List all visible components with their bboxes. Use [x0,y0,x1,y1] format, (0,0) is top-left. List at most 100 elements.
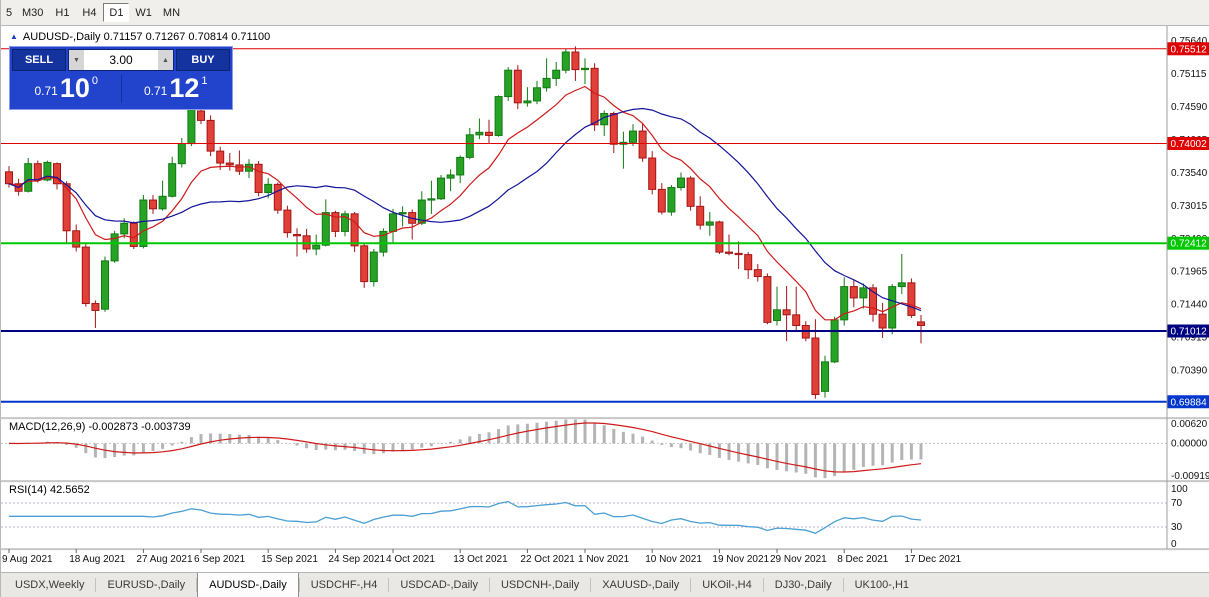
trade-panel-prices: 0.71 10 0 0.71 12 1 [12,71,230,107]
tab-separator [762,578,764,592]
date-axis[interactable]: 9 Aug 2021 18 Aug 2021 27 Aug 2021 6 Sep 20… [2,549,962,565]
price-label-text: 0.75512 [1171,44,1208,55]
sell-price-sup: 0 [91,74,99,87]
tab-xauusd-daily[interactable]: XAUUSD-,Daily [602,579,680,591]
price-label-box [1167,324,1209,338]
ma-slow-line [8,107,922,312]
timeframe-mn[interactable]: MN [158,3,185,22]
price-label-text: 0.69884 [1171,397,1208,408]
macd-signal-line [8,422,922,473]
rsi-line [9,500,922,535]
rsi-tick: 30 [1171,522,1183,533]
tab-separator [298,578,300,592]
price-label-box [1167,42,1209,56]
date-label: 4 Oct 2021 [386,554,435,565]
rsi-axis[interactable]: 100 70 30 0 [1171,484,1188,550]
buy-button[interactable]: BUY [176,49,230,71]
rsi-tick: 70 [1171,498,1183,509]
price-divider [120,75,122,103]
timeframe-m30[interactable]: M30 [17,3,48,22]
timeframe-5[interactable]: 5 [2,3,16,22]
volume-value[interactable]: 3.00 [109,53,133,67]
date-label: 19 Nov 2021 [712,554,769,565]
tab-eurusd-daily[interactable]: EURUSD-,Daily [107,579,186,591]
rsi-pane [1,500,1167,535]
trade-panel-toggle-icon[interactable]: ▲ [10,32,18,41]
timeframe-h4[interactable]: H4 [76,3,102,22]
timeframe-d1[interactable]: D1 [103,3,130,22]
price-axis[interactable]: 0.756400.751150.745900.740650.735400.730… [1167,36,1209,409]
date-label: 27 Aug 2021 [136,554,193,565]
tab-separator [95,578,97,592]
macd-axis[interactable]: 0.00620 0.00000 -0.00919 [1171,419,1209,482]
price-tick: 0.73540 [1171,168,1208,179]
tab-audusd-daily[interactable]: AUDUSD-,Daily [197,573,299,597]
price-tick: 0.70915 [1171,333,1208,344]
chart-tabs-bar: USDX,Weekly EURUSD-,Daily AUDUSD-,Daily USD… [1,572,1209,597]
macd-tick: 0.00000 [1171,438,1208,449]
tab-separator [690,578,692,592]
tab-separator [196,578,198,592]
rsi-tick: 100 [1171,484,1188,495]
buy-price-sup: 1 [201,74,208,87]
sell-price[interactable]: 0.71 10 0 [12,72,121,103]
macd-tick: 0.00620 [1171,419,1208,430]
price-tick: 0.71965 [1171,267,1208,278]
price-label-text: 0.71012 [1171,327,1208,338]
pane-splitters[interactable] [1,26,1209,551]
price-label-text: 0.74002 [1171,139,1208,150]
tab-separator [388,578,390,592]
price-tick: 0.71440 [1171,300,1208,311]
rsi-label: RSI(14) 42.5652 [9,484,90,496]
buy-price[interactable]: 0.71 12 1 [122,72,231,103]
price-label-box [1167,395,1209,409]
date-label: 15 Sep 2021 [261,554,318,565]
volume-up-icon[interactable]: ▲ [158,50,173,70]
ma-fast-line [8,85,922,321]
volume-field[interactable]: ▼ 3.00 ▲ [68,49,174,71]
price-tick: 0.70390 [1171,366,1208,377]
price-tick: 0.75115 [1171,69,1207,80]
price-label-text: 0.72412 [1171,239,1208,250]
date-label: 1 Nov 2021 [578,554,630,565]
tab-usdchf-h4[interactable]: USDCHF-,H4 [310,579,378,591]
tab-usdcad-daily[interactable]: USDCAD-,Daily [400,579,478,591]
tab-ukoil-h4[interactable]: UKOil-,H4 [702,579,752,591]
chart-title: ▲ AUDUSD-,Daily 0.71157 0.71267 0.70814 … [10,31,270,43]
macd-tick: -0.00919 [1171,471,1209,482]
tab-separator [590,578,592,592]
price-tick: 0.75640 [1171,36,1208,47]
tab-usdx-weekly[interactable]: USDX,Weekly [15,579,85,591]
date-label: 29 Nov 2021 [770,554,827,565]
date-label: 22 Oct 2021 [520,554,575,565]
tab-separator [488,578,490,592]
candles-layer [5,46,925,399]
date-label: 6 Sep 2021 [194,554,246,565]
date-label: 24 Sep 2021 [328,554,385,565]
timeframe-w1[interactable]: W1 [130,3,157,22]
date-label: 13 Oct 2021 [453,554,508,565]
tab-uk100-h1[interactable]: UK100-,H1 [854,579,910,591]
timeframe-toolbar: 5 M30 H1 H4 D1 W1 MN [1,0,1209,26]
buy-price-big: 12 [169,72,200,103]
date-label: 10 Nov 2021 [645,554,702,565]
tab-usdcnh-daily[interactable]: USDCNH-,Daily [500,579,580,591]
sell-button[interactable]: SELL [12,49,66,71]
tab-dj30-daily[interactable]: DJ30-,Daily [774,579,832,591]
macd-label: MACD(12,26,9) -0.002873 -0.003739 [9,421,191,433]
sell-price-big: 10 [59,72,90,103]
buy-price-prefix: 0.71 [143,83,168,98]
macd-pane [1,419,1167,479]
volume-down-icon[interactable]: ▼ [69,50,84,70]
date-label: 9 Aug 2021 [2,554,53,565]
trade-panel-controls: SELL ▼ 3.00 ▲ BUY [12,49,230,71]
moving-averages-layer [8,85,922,321]
tab-separator [842,578,844,592]
price-tick: 0.74590 [1171,102,1208,113]
chart-canvas: 0.756400.751150.745900.740650.735400.730… [1,26,1209,572]
date-label: 17 Dec 2021 [904,554,961,565]
price-tick: 0.73015 [1171,201,1208,212]
timeframe-h1[interactable]: H1 [49,3,75,22]
one-click-trading-panel: SELL ▼ 3.00 ▲ BUY 0.71 10 0 0.71 12 1 [9,46,233,110]
